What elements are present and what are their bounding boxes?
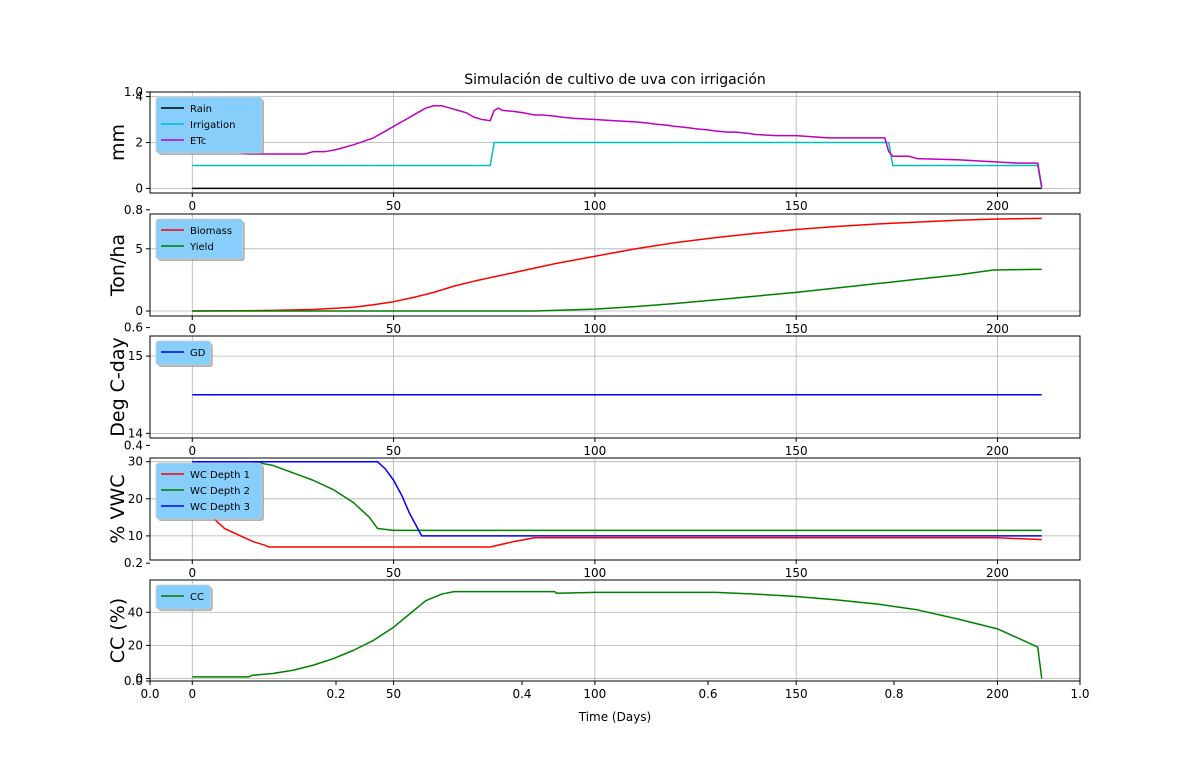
panel-frame	[149, 213, 1081, 317]
x-tick-label: 100	[583, 566, 606, 580]
chart-title: Simulación de cultivo de uva con irrigac…	[464, 72, 766, 88]
legend-label: Yield	[189, 242, 214, 253]
background-axis: 0.0 0.2 0.4 0.6 0.8 1.0 0.0 0.2 0.4 0.6 0.8 1.0	[124, 85, 1090, 701]
series-line-cc	[192, 590, 1043, 679]
bg-x-tick-label: 0.2	[326, 687, 345, 701]
legend-label: WC Depth 3	[190, 502, 250, 513]
panel-biomass: 0 50 100 150 200 0 5 Ton/ha Biomass Yield	[107, 213, 1081, 336]
legend-label: CC	[190, 592, 204, 603]
legend-label: GD	[190, 348, 206, 359]
panel-background	[150, 458, 1080, 560]
legend-label: WC Depth 2	[190, 486, 250, 497]
legend-label: Biomass	[190, 226, 232, 237]
bg-x-tick-label: 0.0	[140, 687, 159, 701]
x-tick-label: 200	[986, 322, 1009, 336]
legend-box	[155, 584, 212, 610]
series-line-etc	[192, 105, 1043, 188]
panel-background	[150, 580, 1080, 681]
bg-y-tick-label: 0.8	[124, 203, 143, 217]
x-tick-label: 0	[188, 444, 196, 458]
x-tick-label: 200	[986, 199, 1009, 213]
series-line-biomass	[192, 217, 1042, 312]
y-tick-label: 30	[128, 455, 143, 469]
x-tick-label: 200	[986, 566, 1009, 580]
x-tick-label: 200	[986, 444, 1009, 458]
x-axis-label: Time (Days)	[578, 710, 652, 724]
x-tick-label: 50	[386, 322, 401, 336]
x-tick-label: 150	[785, 199, 808, 213]
x-tick-label: 150	[785, 444, 808, 458]
y-axis-label: CC (%)	[107, 598, 129, 663]
legend-label: WC Depth 1	[190, 470, 250, 481]
legend-label: ETc	[190, 136, 206, 147]
y-tick-label: 10	[128, 529, 143, 543]
x-tick-label: 50	[386, 687, 401, 701]
panel-water: 0 50 100 150 200 0 2 4 mm Rain Irrigation ETc	[107, 90, 1081, 213]
x-tick-label: 200	[986, 687, 1009, 701]
series-line-yield	[192, 268, 1042, 312]
y-axis-label: mm	[107, 124, 129, 161]
x-tick-label: 150	[785, 687, 808, 701]
y-axis-label: Ton/ha	[107, 234, 129, 297]
legend-box	[155, 96, 263, 154]
bg-y-tick-label: 1.0	[124, 85, 143, 99]
y-tick-label: 2	[135, 136, 143, 150]
x-tick-label: 0	[188, 199, 196, 213]
legend-box	[155, 218, 244, 260]
legend: Rain Irrigation ETc	[155, 96, 264, 155]
x-tick-label: 0	[188, 687, 196, 701]
y-axis-label: Deg C-day	[107, 337, 129, 437]
series-line-wc-depth-3	[192, 460, 1042, 537]
y-tick-label: 15	[128, 349, 143, 363]
bg-y-tick-label: 0.0	[124, 674, 143, 688]
legend-box	[155, 340, 212, 366]
panel-frame	[149, 579, 1081, 682]
y-tick-label: 4	[135, 90, 143, 104]
y-axis-label: % VWC	[107, 474, 129, 543]
bg-x-tick-label: 1.0	[1070, 687, 1089, 701]
x-tick-label: 150	[785, 322, 808, 336]
y-tick-label: 20	[128, 638, 143, 652]
panel-background	[150, 336, 1080, 438]
y-tick-label: 14	[128, 426, 143, 440]
bg-y-tick-label: 0.2	[124, 556, 143, 570]
x-tick-label: 0	[188, 566, 196, 580]
legend-label: Rain	[190, 104, 212, 115]
bg-x-tick-label: 0.6	[698, 687, 717, 701]
bg-y-tick-label: 0.4	[124, 438, 143, 452]
x-tick-label: 50	[386, 444, 401, 458]
x-tick-label: 100	[583, 687, 606, 701]
panel-frame	[149, 335, 1081, 439]
x-tick-label: 100	[583, 199, 606, 213]
x-tick-label: 100	[583, 444, 606, 458]
y-tick-label: 0	[135, 181, 143, 195]
panel-background	[150, 214, 1080, 316]
bg-x-tick-label: 0.4	[512, 687, 531, 701]
legend: GD	[155, 340, 213, 367]
legend: Biomass Yield	[155, 218, 245, 261]
legend-box	[155, 462, 263, 520]
y-tick-label: 5	[135, 242, 143, 256]
bg-y-tick-label: 0.6	[124, 321, 143, 335]
x-tick-label: 0	[188, 322, 196, 336]
legend-label: Irrigation	[190, 120, 235, 131]
x-tick-label: 50	[386, 199, 401, 213]
series-line-wc-depth-2	[192, 460, 1042, 532]
y-tick-label: 40	[128, 605, 143, 619]
legend: WC Depth 1 WC Depth 2 WC Depth 3	[155, 462, 264, 521]
x-tick-label: 50	[386, 566, 401, 580]
x-tick-label: 100	[583, 322, 606, 336]
x-tick-label: 150	[785, 566, 808, 580]
panel-frame	[149, 457, 1081, 561]
bg-x-tick-label: 0.8	[884, 687, 903, 701]
y-tick-label: 0	[135, 672, 143, 686]
y-tick-label: 0	[135, 304, 143, 318]
y-tick-label: 20	[128, 492, 143, 506]
legend: CC	[155, 584, 213, 611]
